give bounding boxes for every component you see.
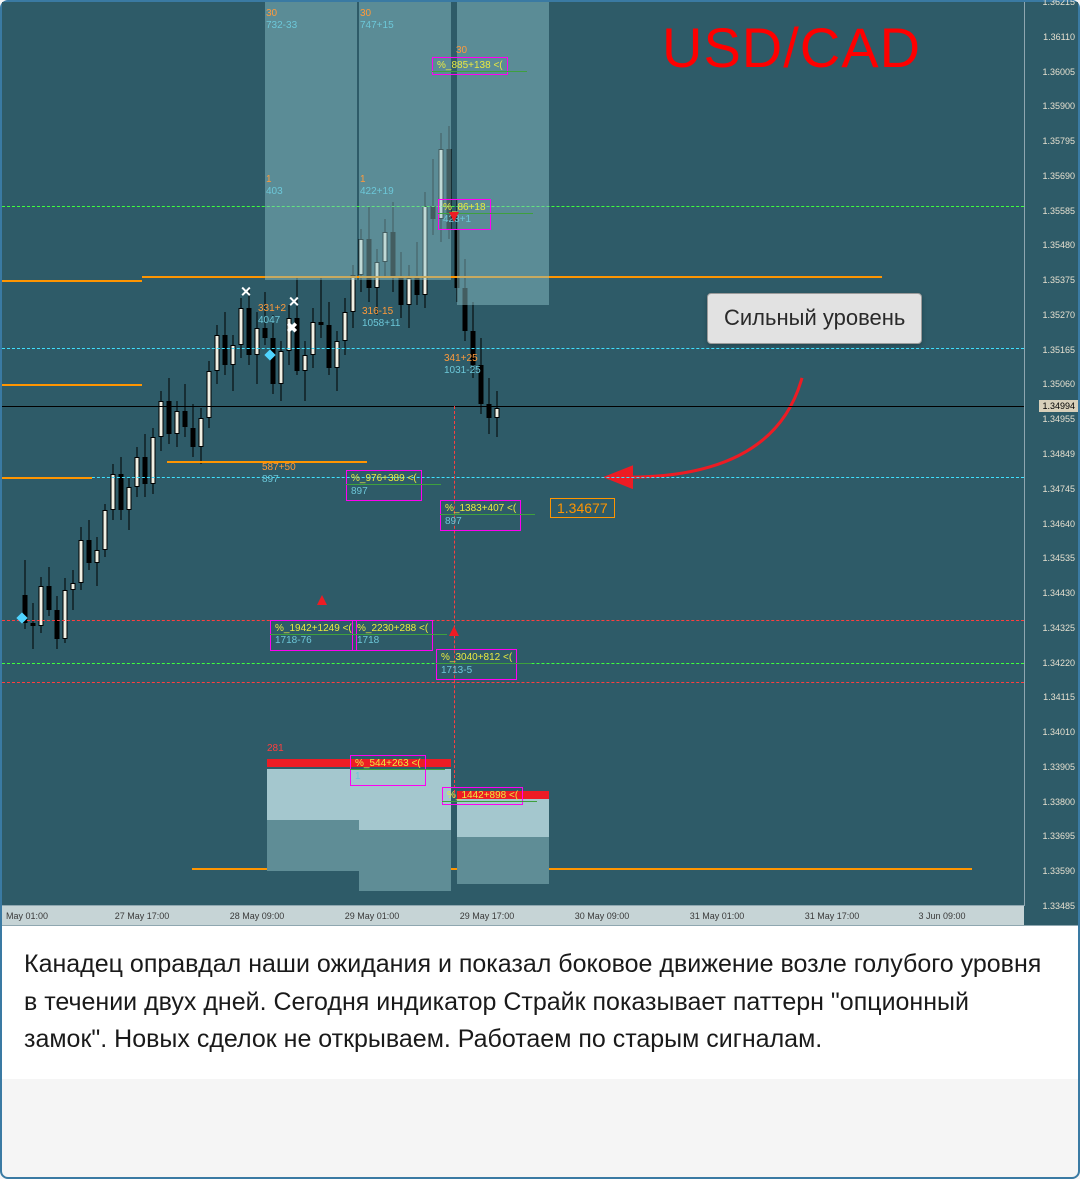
commentary-panel: Канадец оправдал наши ожидания и показал… — [2, 926, 1078, 1079]
cursor-price-value: 1.34677 — [557, 500, 608, 516]
cursor-price-box: 1.34677 — [550, 498, 615, 518]
chart-area[interactable]: 1.362151.361101.360051.359001.357951.356… — [2, 2, 1078, 926]
commentary-text: Канадец оправдал наши ожидания и показал… — [24, 950, 1041, 1053]
time-axis: May 01:0027 May 17:0028 May 09:0029 May … — [2, 905, 1024, 925]
price-axis: 1.362151.361101.360051.359001.357951.356… — [1024, 2, 1078, 906]
